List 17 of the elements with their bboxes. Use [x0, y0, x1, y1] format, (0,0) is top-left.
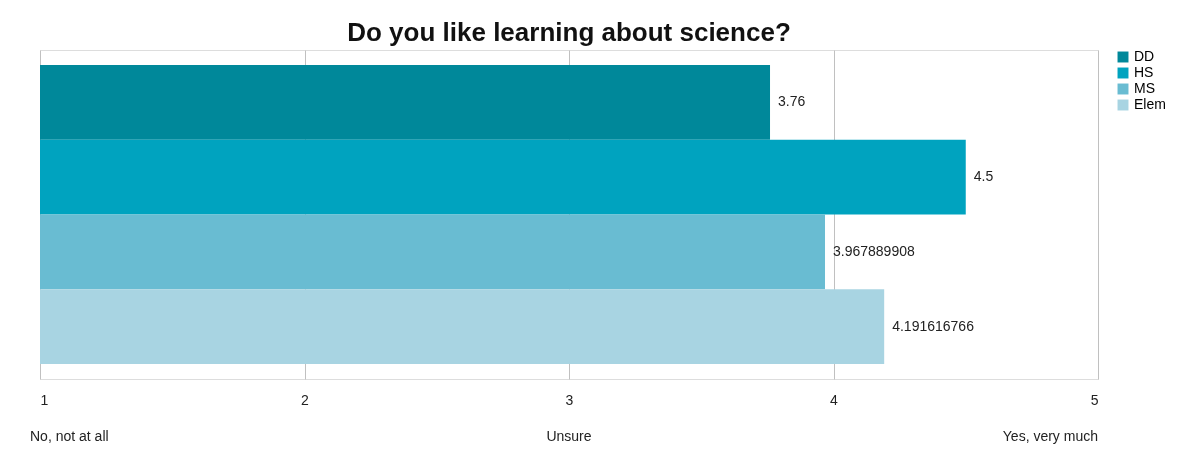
- text: No, not at all: [30, 428, 109, 444]
- x-tick-label: 4: [830, 391, 839, 408]
- legend-label: HS: [1134, 64, 1154, 80]
- text: Yes, very much: [1002, 428, 1098, 444]
- legend-label: MS: [1134, 80, 1155, 96]
- x-tick-label: 1: [40, 391, 49, 408]
- data-label: 4.191616766: [892, 317, 975, 334]
- text: Unsure: [546, 428, 592, 444]
- chart-title: Do you like learning about science?: [347, 17, 791, 47]
- legend-label: DD: [1134, 48, 1155, 64]
- data-label: 3.76: [778, 93, 806, 110]
- legend-label: Elem: [1134, 96, 1166, 112]
- data-label: 4.5: [973, 168, 994, 185]
- x-tick-label: 5: [1090, 391, 1099, 408]
- data-label: 3.967889908: [833, 242, 915, 259]
- x-tick-label: 3: [565, 391, 574, 408]
- x-tick-label: 2: [301, 391, 310, 408]
